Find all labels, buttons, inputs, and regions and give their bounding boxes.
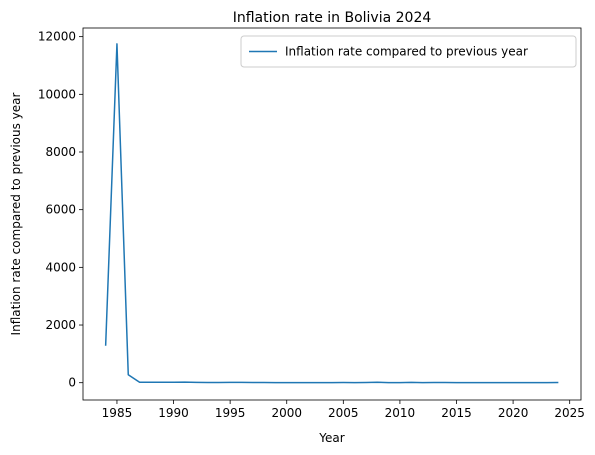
legend-label: Inflation rate compared to previous year [285, 45, 528, 59]
x-axis-label: Year [318, 431, 344, 445]
x-tick-label: 2020 [498, 406, 529, 420]
x-tick-label: 2010 [385, 406, 416, 420]
x-tick-label: 1995 [215, 406, 246, 420]
y-tick-label: 0 [68, 376, 76, 390]
y-tick-label: 6000 [45, 203, 76, 217]
y-axis-label: Inflation rate compared to previous year [9, 92, 23, 335]
series-line-inflation-rate [104, 43, 559, 384]
x-tick-label: 1990 [158, 406, 189, 420]
y-tick-label: 4000 [45, 260, 76, 274]
chart-title: Inflation rate in Bolivia 2024 [233, 10, 432, 26]
x-tick-label: 2025 [554, 406, 585, 420]
x-tick-label: 2005 [328, 406, 359, 420]
legend: Inflation rate compared to previous year [240, 35, 577, 68]
x-tick-label: 2015 [441, 406, 472, 420]
x-tick-label: 1985 [102, 406, 133, 420]
y-tick-label: 2000 [45, 318, 76, 332]
x-tick-label: 2000 [271, 406, 302, 420]
y-tick-label: 10000 [38, 87, 76, 101]
axis-ticks: 1985 1990 1995 2000 2005 2010 2015 2020 2025 0 200… [38, 30, 585, 420]
plot-frame [82, 27, 582, 401]
y-tick-label: 8000 [45, 145, 76, 159]
y-tick-label: 12000 [38, 30, 76, 44]
legend-box [240, 35, 577, 68]
